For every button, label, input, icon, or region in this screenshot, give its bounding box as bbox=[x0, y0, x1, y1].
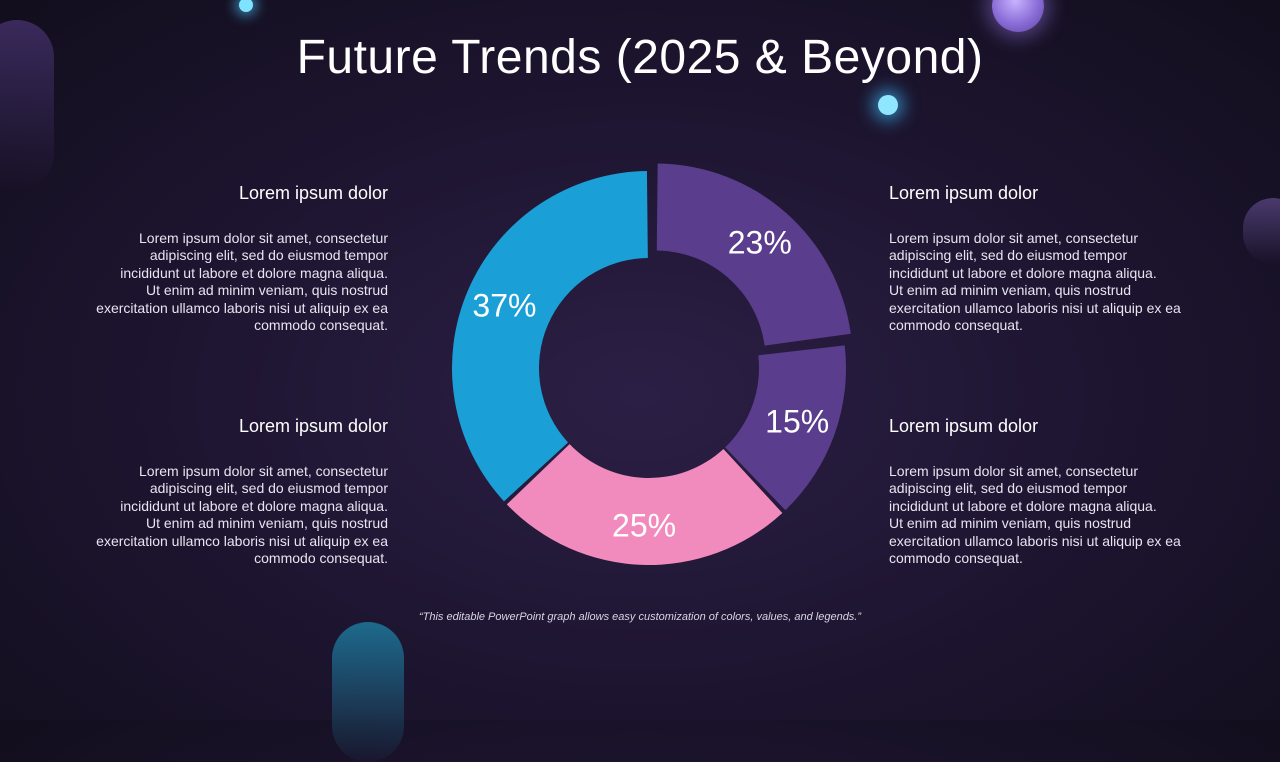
block-body-2: Ut enim ad minim veniam, quis nostrud ex… bbox=[889, 515, 1181, 567]
block-body-1: Lorem ipsum dolor sit amet, consectetur … bbox=[120, 230, 388, 281]
donut-slices bbox=[451, 163, 851, 565]
block-heading: Lorem ipsum dolor bbox=[238, 416, 388, 436]
block-body-1: Lorem ipsum dolor sit amet, consectetur … bbox=[120, 463, 388, 514]
block-body-2: Ut enim ad minim veniam, quis nostrud ex… bbox=[889, 282, 1181, 334]
slice-25 bbox=[506, 444, 783, 565]
block-heading: Lorem ipsum dolor bbox=[889, 416, 1039, 436]
block-body-2: Ut enim ad minim veniam, quis nostrud ex… bbox=[96, 515, 388, 567]
text-block-top-left: Lorem ipsum dolor Lorem ipsum dolor sit … bbox=[88, 183, 388, 334]
footnote: “This editable PowerPoint graph allows e… bbox=[418, 611, 862, 623]
data-label-slice-25: 25% bbox=[612, 507, 676, 543]
donut-labels: 23% 15% 25% 37% bbox=[472, 224, 829, 543]
block-body-1: Lorem ipsum dolor sit amet, consectetur … bbox=[889, 463, 1157, 514]
data-label-slice-37: 37% bbox=[472, 287, 536, 323]
slice-15 bbox=[725, 345, 847, 511]
text-block-bottom-right: Lorem ipsum dolor Lorem ipsum dolor sit … bbox=[889, 416, 1189, 567]
block-heading: Lorem ipsum dolor bbox=[889, 183, 1039, 203]
slice-23 bbox=[656, 163, 851, 346]
data-label-slice-23: 23% bbox=[728, 224, 792, 260]
text-block-top-right: Lorem ipsum dolor Lorem ipsum dolor sit … bbox=[889, 183, 1189, 334]
donut-chart: 23% 15% 25% 37% bbox=[451, 163, 851, 565]
data-label-slice-15: 15% bbox=[765, 403, 829, 439]
block-body-1: Lorem ipsum dolor sit amet, consectetur … bbox=[889, 230, 1157, 281]
slide-title: Future Trends (2025 & Beyond) bbox=[296, 31, 984, 84]
block-body-2: Ut enim ad minim veniam, quis nostrud ex… bbox=[96, 282, 388, 334]
slice-37 bbox=[451, 171, 648, 502]
block-heading: Lorem ipsum dolor bbox=[238, 183, 388, 203]
text-block-bottom-left: Lorem ipsum dolor Lorem ipsum dolor sit … bbox=[88, 416, 388, 567]
